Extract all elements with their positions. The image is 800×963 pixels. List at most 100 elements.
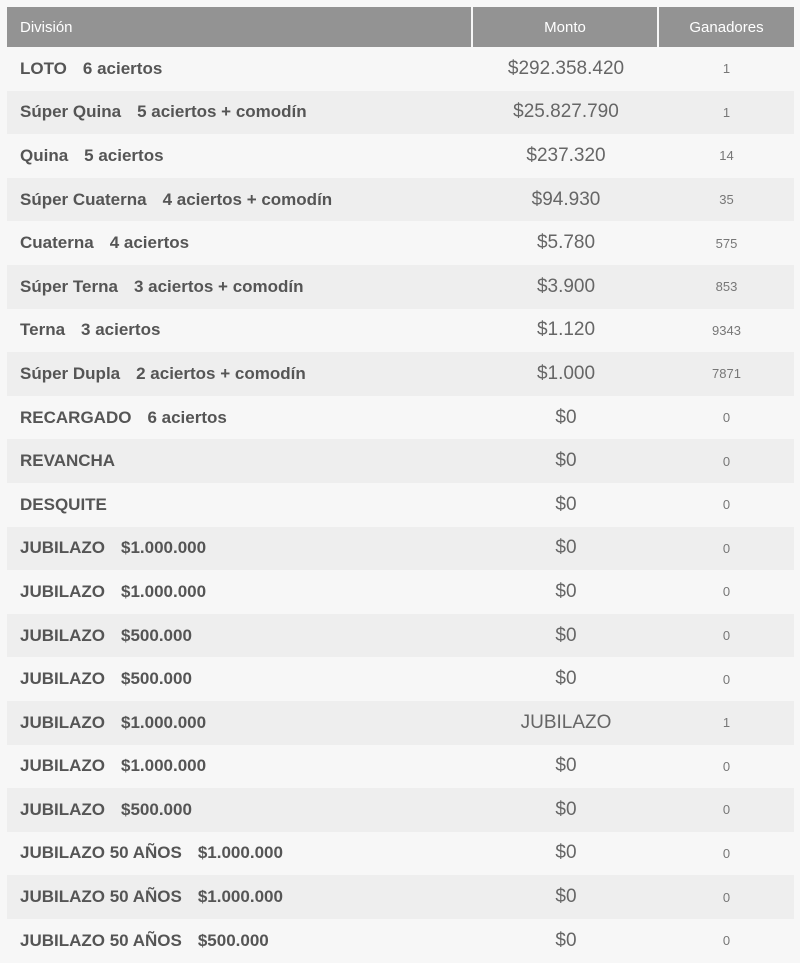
division-cell: Súper Dupla 2 aciertos + comodín [7,352,473,396]
division-cell: JUBILAZO $1.000.000 [7,700,473,745]
monto-cell: $0 [473,439,659,483]
table-row: Súper Dupla 2 aciertos + comodín $1.000 787… [7,352,794,396]
division-detail: 6 aciertos [82,58,163,78]
division-name: JUBILAZO [20,669,105,689]
ganadores-cell: 0 [659,526,794,571]
division-detail: $1.000.000 [121,756,207,776]
division-detail: $1.000.000 [197,843,283,863]
monto-cell: $0 [473,875,659,919]
division-name: Quina [20,145,69,165]
ganadores-cell: 0 [659,744,794,789]
monto-cell: $0 [473,744,659,789]
results-table-container: División Monto Ganadores LOTO 6 aciertos $… [7,7,794,963]
division-cell: JUBILAZO $1.000.000 [7,744,473,789]
division-detail: 3 aciertos + comodín [133,276,304,296]
header-monto: Monto [473,7,659,47]
monto-cell: $0 [473,918,659,963]
table-row: RECARGADO 6 aciertos $0 0 [7,395,794,440]
division-name: JUBILAZO [20,712,105,732]
division-cell: Súper Terna 3 aciertos + comodín [7,264,473,309]
monto-cell: $5.780 [473,221,659,265]
table-row: Cuaterna 4 aciertos $5.780 575 [7,221,794,265]
monto-cell: $0 [473,613,659,658]
table-row: LOTO 6 aciertos $292.358.420 1 [7,47,794,91]
monto-cell: $0 [473,526,659,571]
ganadores-cell: 1 [659,47,794,91]
division-detail: 2 aciertos + comodín [136,363,306,383]
division-cell: REVANCHA [7,439,473,483]
division-cell: Terna 3 aciertos [7,308,473,353]
division-name: Súper Dupla [20,363,121,383]
division-name: JUBILAZO 50 AÑOS [20,887,182,907]
division-detail: 5 aciertos + comodín [137,102,307,122]
results-table: División Monto Ganadores LOTO 6 aciertos $… [7,7,794,963]
division-cell: DESQUITE [7,482,473,527]
division-cell: JUBILAZO 50 AÑOS $1.000.000 [7,831,473,876]
table-row: JUBILAZO 50 AÑOS $500.000 $0 0 [7,918,794,963]
table-row: JUBILAZO $1.000.000 $0 0 [7,570,794,614]
division-name: LOTO [20,58,67,78]
division-detail: 6 aciertos [147,407,227,427]
ganadores-cell: 9343 [659,308,794,353]
division-detail: $1.000.000 [197,887,283,907]
table-row: JUBILAZO $1.000.000 $0 0 [7,526,794,571]
table-row: Súper Quina 5 aciertos + comodín $25.827.7… [7,90,794,135]
division-cell: JUBILAZO $500.000 [7,613,473,658]
division-name: JUBILAZO [20,581,105,601]
division-name: Súper Terna [20,276,118,296]
ganadores-cell: 0 [659,482,794,527]
division-cell: LOTO 6 aciertos [7,47,473,91]
division-detail: $500.000 [121,799,192,819]
table-header-row: División Monto Ganadores [7,7,794,47]
monto-cell: $25.827.790 [473,90,659,135]
division-cell: JUBILAZO 50 AÑOS $500.000 [7,918,473,963]
division-name: RECARGADO [20,407,132,427]
division-cell: JUBILAZO $1.000.000 [7,570,473,614]
division-detail: 4 aciertos + comodín [162,189,333,209]
division-name: JUBILAZO [20,538,105,558]
monto-cell: $0 [473,657,659,701]
table-row: JUBILAZO $500.000 $0 0 [7,657,794,701]
monto-cell: $0 [473,570,659,614]
monto-cell: $1.120 [473,308,659,353]
division-name: JUBILAZO [20,756,105,776]
ganadores-cell: 0 [659,918,794,963]
division-detail: $1.000.000 [121,712,207,732]
ganadores-cell: 0 [659,395,794,440]
division-name: Súper Quina [20,102,122,122]
ganadores-cell: 14 [659,134,794,178]
table-row: Súper Cuaterna 4 aciertos + comodín $94.93… [7,177,794,222]
division-detail: 5 aciertos [84,145,164,165]
ganadores-cell: 0 [659,875,794,919]
division-name: JUBILAZO 50 AÑOS [20,930,182,950]
monto-cell: $1.000 [473,352,659,396]
monto-cell: $3.900 [473,264,659,309]
division-name: JUBILAZO [20,625,105,645]
division-cell: Súper Quina 5 aciertos + comodín [7,90,473,135]
monto-cell: JUBILAZO [473,700,659,745]
division-name: REVANCHA [20,451,116,471]
monto-cell: $0 [473,831,659,876]
table-row: Quina 5 aciertos $237.320 14 [7,134,794,178]
division-name: Cuaterna [20,233,94,253]
ganadores-cell: 853 [659,264,794,309]
header-ganadores: Ganadores [659,7,794,47]
table-row: JUBILAZO $500.000 $0 0 [7,613,794,658]
division-name: Terna [20,320,66,340]
ganadores-cell: 0 [659,788,794,832]
table-row: JUBILAZO 50 AÑOS $1.000.000 $0 0 [7,875,794,919]
ganadores-cell: 0 [659,831,794,876]
division-cell: Cuaterna 4 aciertos [7,221,473,265]
table-row: JUBILAZO $1.000.000 $0 0 [7,744,794,789]
ganadores-cell: 0 [659,657,794,701]
table-row: DESQUITE $0 0 [7,482,794,527]
division-name: JUBILAZO [20,799,105,819]
division-detail: $500.000 [121,669,192,689]
monto-cell: $292.358.420 [473,47,659,91]
monto-cell: $0 [473,395,659,440]
ganadores-cell: 0 [659,613,794,658]
monto-cell: $0 [473,482,659,527]
ganadores-cell: 7871 [659,352,794,396]
table-row: JUBILAZO 50 AÑOS $1.000.000 $0 0 [7,831,794,876]
table-row: REVANCHA $0 0 [7,439,794,483]
